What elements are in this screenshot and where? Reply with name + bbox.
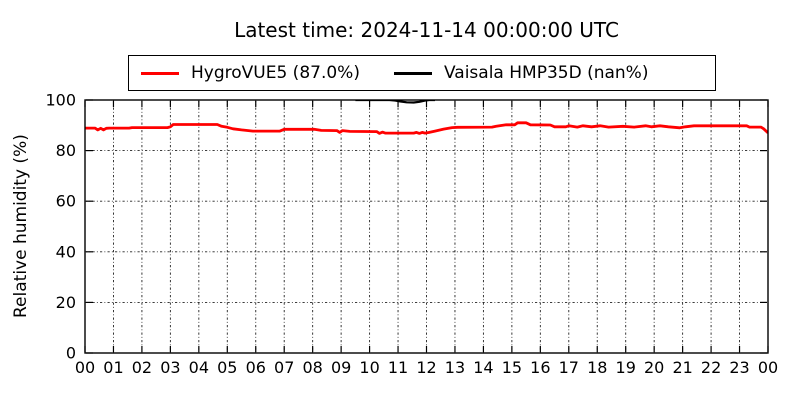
x-tick-label: 12 xyxy=(416,358,436,377)
x-tick-label: 03 xyxy=(160,358,180,377)
x-tick-label: 16 xyxy=(530,358,550,377)
y-tick-label: 60 xyxy=(56,192,76,211)
y-tick-label: 20 xyxy=(56,293,76,312)
x-tick-label: 06 xyxy=(246,358,266,377)
x-tick-label: 08 xyxy=(302,358,322,377)
x-tick-label: 22 xyxy=(701,358,721,377)
x-tick-label: 23 xyxy=(729,358,749,377)
x-tick-label: 11 xyxy=(388,358,408,377)
legend-item-vaisala: Vaisala HMP35D (nan%) xyxy=(393,63,649,83)
x-tick-label: 00 xyxy=(758,358,778,377)
series-line-hygrovue5 xyxy=(85,121,768,135)
legend-label-vaisala: Vaisala HMP35D (nan%) xyxy=(443,63,649,83)
axes-frame xyxy=(84,99,769,354)
x-tick-label: 02 xyxy=(132,358,152,377)
black-line-swatch xyxy=(393,71,432,75)
x-tick-label: 05 xyxy=(217,358,237,377)
x-tick-label: 09 xyxy=(331,358,351,377)
x-tick-label: 00 xyxy=(75,358,95,377)
y-tick-label: 80 xyxy=(56,141,76,160)
x-tick-label: 10 xyxy=(359,358,379,377)
x-tick-label: 20 xyxy=(644,358,664,377)
chart-title: Latest time: 2024-11-14 00:00:00 UTC xyxy=(234,18,619,42)
x-tick-label: 07 xyxy=(274,358,294,377)
y-tick-label: 40 xyxy=(56,242,76,261)
legend-label-hygrovue5: HygroVUE5 (87.0%) xyxy=(191,63,360,83)
red-line-swatch xyxy=(141,71,179,75)
x-tick-label: 01 xyxy=(103,358,123,377)
legend: HygroVUE5 (87.0%) Vaisala HMP35D (nan%) xyxy=(128,55,716,91)
x-tick-label: 15 xyxy=(502,358,522,377)
x-tick-label: 17 xyxy=(559,358,579,377)
x-tick-label: 04 xyxy=(189,358,209,377)
x-tick-label: 14 xyxy=(473,358,493,377)
legend-item-hygrovue5: HygroVUE5 (87.0%) xyxy=(141,63,360,83)
x-tick-label: 18 xyxy=(587,358,607,377)
x-tick-label: 21 xyxy=(672,358,692,377)
y-tick-label: 100 xyxy=(45,91,76,110)
x-tick-label: 19 xyxy=(616,358,636,377)
x-tick-label: 13 xyxy=(445,358,465,377)
y-tick-label: 0 xyxy=(66,344,76,363)
